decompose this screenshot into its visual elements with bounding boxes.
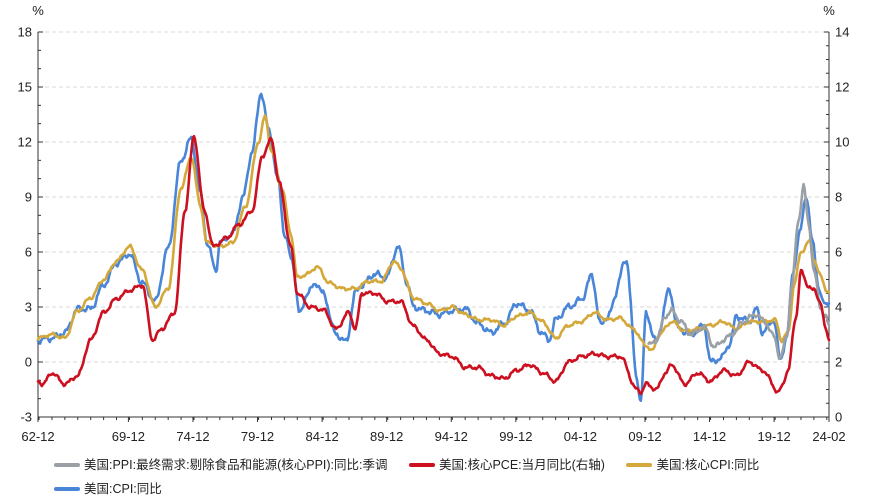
right-tick-label: 10 <box>835 135 849 150</box>
x-tick-label: 79-12 <box>241 429 274 444</box>
legend: 美国:PPI:最终需求:剔除食品和能源(核心PPI):同比:季调 美国:核心PC… <box>54 452 854 500</box>
legend-label-cpi: 美国:CPI:同比 <box>84 482 162 496</box>
right-tick-label: 2 <box>835 355 842 370</box>
right-tick-label: 14 <box>835 25 849 40</box>
right-tick-label: 6 <box>835 245 842 260</box>
x-tick-label: 89-12 <box>370 429 403 444</box>
left-tick-label: 0 <box>25 355 32 370</box>
x-tick-label: 84-12 <box>305 429 338 444</box>
x-tick-label: 14-12 <box>693 429 726 444</box>
legend-item-cpi: 美国:CPI:同比 <box>54 478 162 500</box>
right-tick-label: 8 <box>835 190 842 205</box>
ticks: -3 0 3 6 9 12 15 18 0 2 4 6 8 10 12 14 62-12 69-12 74-12 79… <box>18 25 850 445</box>
left-tick-label: 18 <box>18 25 32 40</box>
legend-label-core-ppi: 美国:PPI:最终需求:剔除食品和能源(核心PPI):同比:季调 <box>84 458 388 472</box>
x-tick-label: 09-12 <box>628 429 661 444</box>
x-tick-label: 04-12 <box>564 429 597 444</box>
left-tick-label: 9 <box>25 190 32 205</box>
axes: % % <box>32 3 835 418</box>
series-line-core-pce <box>36 134 831 396</box>
x-tick-label: 94-12 <box>435 429 468 444</box>
series-line-core-ppi <box>647 182 831 361</box>
x-tick-label: 99-12 <box>499 429 532 444</box>
x-tick-label: 74-12 <box>176 429 209 444</box>
left-tick-label: 3 <box>25 300 32 315</box>
right-axis-unit: % <box>823 3 835 18</box>
left-tick-label: -3 <box>20 410 32 425</box>
legend-swatch-core-pce <box>408 463 435 467</box>
legend-label-core-cpi: 美国:核心CPI:同比 <box>656 458 760 472</box>
left-tick-label: 12 <box>18 135 32 150</box>
legend-swatch-core-cpi <box>626 463 653 467</box>
right-tick-label: 0 <box>835 410 842 425</box>
legend-swatch-cpi <box>54 487 80 491</box>
legend-label-core-pce: 美国:核心PCE:当月同比(右轴) <box>438 458 605 472</box>
x-tick-label: 19-12 <box>757 429 790 444</box>
x-tick-label: 24-02 <box>812 429 845 444</box>
left-axis-unit: % <box>32 3 44 18</box>
left-tick-label: 6 <box>25 245 32 260</box>
right-tick-label: 12 <box>835 80 849 95</box>
series-lines <box>36 92 831 402</box>
legend-item-core-cpi: 美国:核心CPI:同比 <box>626 454 759 476</box>
legend-swatch-core-ppi <box>54 463 80 467</box>
legend-item-core-ppi: 美国:PPI:最终需求:剔除食品和能源(核心PPI):同比:季调 <box>54 454 388 476</box>
right-tick-label: 4 <box>835 300 842 315</box>
series-line-cpi <box>36 92 831 402</box>
x-tick-label: 62-12 <box>21 429 54 444</box>
x-tick-label: 69-12 <box>112 429 145 444</box>
left-tick-label: 15 <box>18 80 32 95</box>
series-line-core-cpi <box>36 114 831 352</box>
legend-item-core-pce: 美国:核心PCE:当月同比(右轴) <box>408 454 605 476</box>
